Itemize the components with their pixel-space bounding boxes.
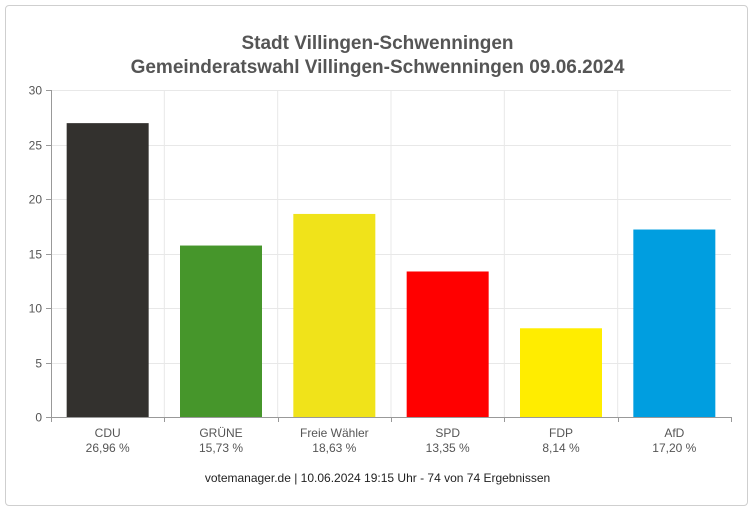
value-label: 26,96 %	[86, 441, 130, 455]
bar-spd	[406, 271, 489, 417]
y-tick-label: 0	[35, 411, 42, 425]
bar-afd	[633, 229, 716, 417]
x-tick-label: CDU	[95, 426, 121, 440]
footer-note: votemanager.de | 10.06.2024 19:15 Uhr - …	[204, 471, 551, 485]
y-tick-label: 20	[29, 193, 43, 207]
y-tick-label: 25	[29, 139, 43, 153]
x-tick-label: FDP	[549, 426, 573, 440]
y-tick-label: 5	[35, 357, 42, 371]
y-tick-label: 15	[29, 248, 43, 262]
bar-cdu	[66, 123, 149, 418]
x-tick-label: SPD	[435, 426, 460, 440]
bar-gr-ne	[180, 245, 262, 417]
x-tick-label: GRÜNE	[199, 426, 242, 440]
value-label: 8,14 %	[542, 441, 580, 455]
y-tick-label: 10	[29, 302, 43, 316]
chart-title: Stadt Villingen-Schwenningen	[241, 33, 514, 54]
value-label: 13,35 %	[426, 441, 470, 455]
bar-freie-w-hler	[293, 213, 376, 417]
value-label: 17,20 %	[652, 441, 696, 455]
chart-subtitle: Gemeinderatswahl Villingen-Schwenningen …	[130, 57, 625, 78]
bar-fdp	[520, 328, 602, 417]
x-tick-label: AfD	[664, 426, 684, 440]
value-label: 15,73 %	[199, 441, 243, 455]
x-tick-label: Freie Wähler	[300, 426, 369, 440]
value-label: 18,63 %	[312, 441, 356, 455]
y-tick-label: 30	[29, 84, 43, 98]
